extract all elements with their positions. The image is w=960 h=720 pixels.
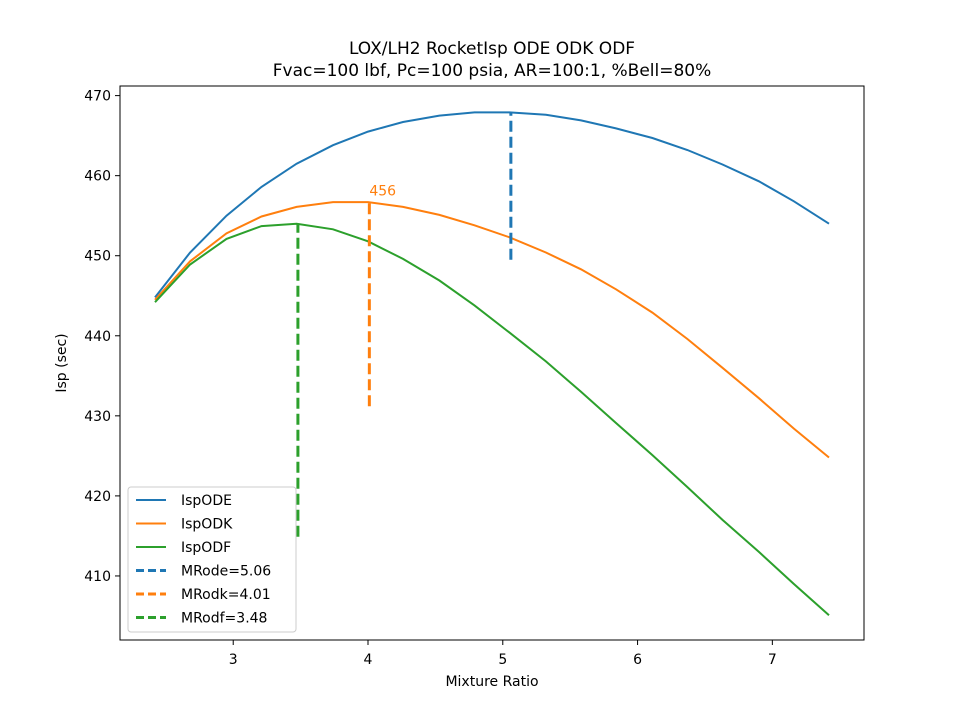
plot-frame: [119, 85, 865, 641]
x-axis-label: Mixture Ratio: [445, 674, 538, 690]
chart-title: LOX/LH2 RocketIsp ODE ODK ODF: [349, 39, 635, 59]
legend: IspODE IspODK IspODF MRode=5.06 MRodk=4.01 MR…: [127, 486, 297, 633]
y-tick-label: 410: [84, 569, 111, 585]
y-tick-label: 450: [84, 249, 111, 265]
legend-label: MRodf=3.48: [181, 611, 267, 627]
legend-label: MRode=5.06: [181, 564, 271, 580]
x-tick-label: 4: [364, 652, 373, 668]
plot-area: 456: [154, 111, 830, 616]
y-axis-label: Isp (sec): [54, 333, 70, 392]
x-tick-label: 5: [498, 652, 507, 668]
y-tick-label: 470: [84, 89, 111, 105]
legend-label: IspODF: [181, 540, 231, 556]
series-line-ispode: [154, 111, 830, 299]
y-tick-label: 440: [84, 329, 111, 345]
x-tick-label: 6: [633, 652, 642, 668]
y-tick-label: 430: [84, 409, 111, 425]
series-line-ispodk: [154, 201, 830, 459]
x-tick-label: 3: [229, 652, 238, 668]
legend-label: IspODE: [181, 493, 232, 509]
annotation-label: 456: [369, 184, 396, 200]
legend-label: MRodk=4.01: [181, 587, 271, 603]
y-tick-label: 420: [84, 489, 111, 505]
legend-label: IspODK: [181, 517, 233, 533]
y-tick-label: 460: [84, 169, 111, 185]
x-tick-label: 7: [768, 652, 777, 668]
x-axis: 3 4 5 6 7: [229, 640, 777, 668]
legend-box: [127, 486, 297, 633]
series-line-ispodf: [154, 222, 830, 616]
y-axis: 410 420 430 440 450 460 470: [84, 89, 120, 585]
chart-subtitle: Fvac=100 lbf, Pc=100 psia, AR=100:1, %Be…: [273, 61, 712, 81]
